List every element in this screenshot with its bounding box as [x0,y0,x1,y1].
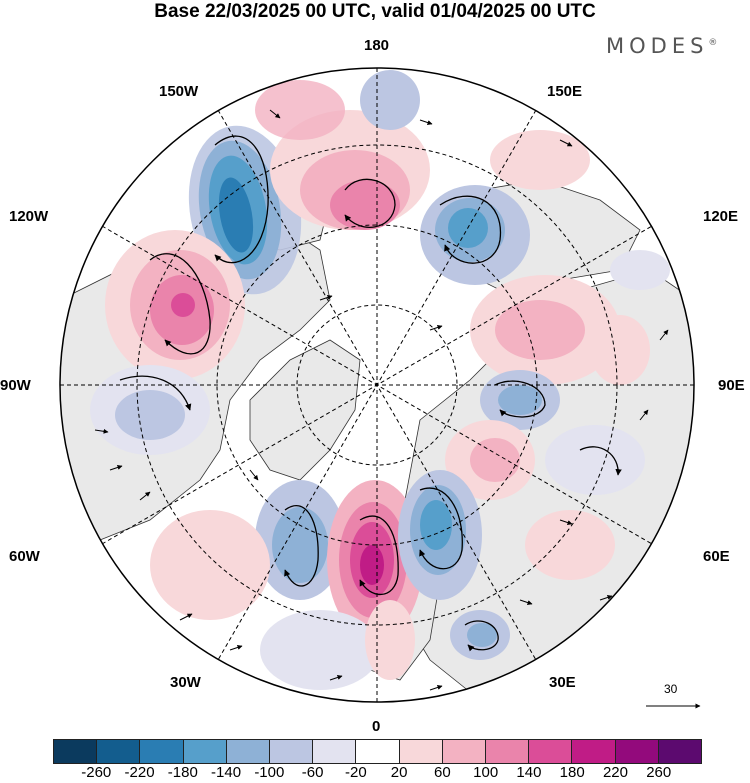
legend-tick-label: -220 [124,764,155,781]
lon-label-90w: 90W [0,377,31,394]
lon-label-120w: 120W [9,208,49,225]
legend-swatch [183,740,227,763]
legend-swatch [486,740,530,763]
legend-tick-label: 180 [559,764,585,781]
streamlines [119,135,622,652]
lon-label-150w: 150W [159,83,199,100]
legend-swatch [226,740,271,763]
brand-mark: ® [708,38,718,48]
map-border [59,67,695,703]
modes-logo: MODES® [606,34,717,58]
lon-label-60w: 60W [9,548,40,565]
map-title: Base 22/03/2025 00 UTC, valid 01/04/2025… [154,1,596,22]
wind-vectors [94,109,669,691]
legend-swatch [615,740,659,763]
legend-tick-label: -100 [254,764,285,781]
legend-swatch [54,740,98,763]
land-greenland [249,339,361,481]
legend-swatch [140,740,184,763]
legend-tick-label: 260 [646,764,672,781]
legend-tick-label: -180 [167,764,198,781]
legend-tick-label: 20 [390,764,408,781]
legend-swatch [572,740,616,763]
legend-swatch [658,740,702,763]
legend-swatch [442,740,487,763]
legend-tick-label: 60 [434,764,451,781]
legend-tick-label: -20 [345,764,367,781]
legend-swatch [97,740,141,763]
legend-tick-label: 100 [473,764,499,781]
anomaly-field [90,70,670,690]
legend-tick-label: -60 [301,764,324,781]
legend-tick-label: 220 [602,764,628,781]
brand-name: MODES [606,34,709,58]
legend-swatch [313,740,357,763]
lon-label-0: 0 [372,718,381,735]
lon-label-30w: 30W [170,674,201,691]
legend-tick-label: 140 [516,764,542,781]
graticule [60,68,694,702]
lon-label-150e: 150E [547,83,583,100]
lon-label-30e: 30E [549,674,576,691]
legend-tick-label: -140 [211,764,242,781]
reference-vector-label: 30 [664,682,678,696]
legend-swatch [399,740,443,763]
lon-label-90e: 90E [718,377,745,394]
legend-swatch [529,740,573,763]
color-legend-bar [53,739,702,764]
legend-swatch [270,740,314,763]
legend-swatch [356,740,400,763]
legend-tick-label: -260 [81,764,112,781]
lon-label-60e: 60E [703,548,730,565]
lon-label-180: 180 [364,37,390,54]
lon-label-120e: 120E [703,208,739,225]
